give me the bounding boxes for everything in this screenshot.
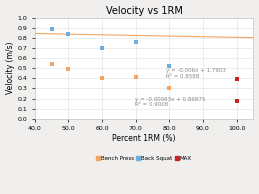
Text: y = -0.00063x + 0.86875
R² = 0.9008: y = -0.00063x + 0.86875 R² = 0.9008 <box>135 96 206 107</box>
Point <box>134 40 138 43</box>
Point <box>66 68 70 71</box>
X-axis label: Percent 1RM (%): Percent 1RM (%) <box>112 134 176 143</box>
Point <box>167 87 171 90</box>
Y-axis label: Velocity (m/s): Velocity (m/s) <box>5 42 15 94</box>
Point <box>100 77 104 80</box>
Point <box>134 76 138 79</box>
Point <box>66 32 70 36</box>
Point <box>167 65 171 68</box>
Point <box>49 27 54 30</box>
Legend: Bench Press, Back Squat, MAX: Bench Press, Back Squat, MAX <box>94 154 194 163</box>
Point <box>49 63 54 66</box>
Point <box>235 78 239 81</box>
Text: y = -0.006x + 1.7903
R² = 0.8588: y = -0.006x + 1.7903 R² = 0.8588 <box>166 68 226 79</box>
Point <box>100 47 104 50</box>
Point <box>235 99 239 102</box>
Title: Velocity vs 1RM: Velocity vs 1RM <box>106 6 183 16</box>
